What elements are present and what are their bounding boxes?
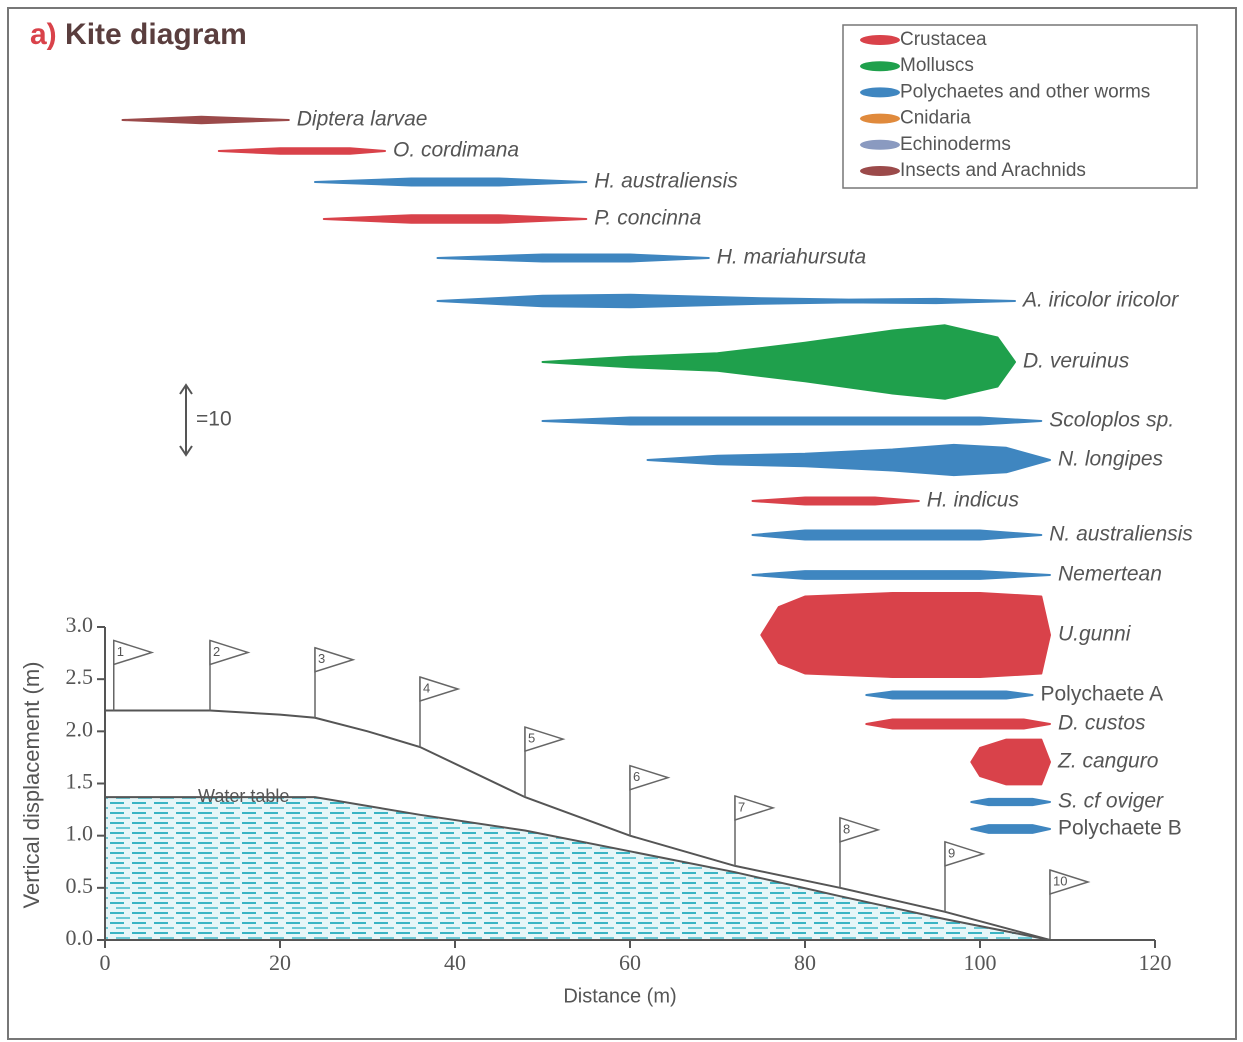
arrow-head	[179, 383, 193, 457]
kite	[751, 529, 1043, 541]
legend-label: Echinoderms	[900, 134, 1011, 155]
kite-label: Polychaete B	[1058, 817, 1182, 840]
water-table	[105, 796, 1051, 941]
y-tick-label: 0.5	[66, 873, 94, 898]
kite	[217, 147, 386, 155]
legend-swatch	[860, 35, 900, 45]
kite	[541, 324, 1016, 400]
station-label: 5	[528, 731, 535, 746]
station-label: 4	[423, 680, 430, 695]
kite-label: H. australiensis	[594, 170, 738, 193]
kite-label: Z. canguro	[1057, 750, 1159, 773]
kite	[970, 797, 1051, 807]
kite	[322, 214, 588, 224]
x-tick-label: 80	[794, 950, 816, 975]
kite	[121, 115, 290, 125]
legend-box	[842, 24, 1198, 189]
kite	[760, 592, 1051, 678]
y-tick-label: 0.0	[66, 925, 94, 950]
x-axis-label: Distance (m)	[563, 985, 676, 1007]
scale-label: =10	[196, 408, 232, 431]
chart-title: a) Kite diagram	[30, 18, 247, 51]
kite-label: Polychaete A	[1041, 683, 1164, 706]
kite	[970, 824, 1051, 834]
kite	[436, 293, 1016, 309]
kite	[751, 496, 920, 506]
legend-swatch	[860, 87, 900, 98]
kite-label: O. cordimana	[393, 139, 519, 162]
beach-surface	[105, 709, 1051, 941]
y-tick-label: 2.0	[66, 716, 94, 741]
x-tick-label: 0	[100, 950, 111, 975]
kite	[865, 690, 1034, 700]
station-flag	[209, 639, 251, 666]
y-axis-label: Vertical displacement (m)	[19, 662, 44, 909]
kite-label: S. cf oviger	[1058, 790, 1164, 813]
kite-label: U.gunni	[1058, 623, 1132, 646]
x-tick-label: 40	[444, 950, 466, 975]
legend-label: Polychaetes and other worms	[900, 81, 1150, 102]
y-tick-label: 3.0	[66, 612, 94, 637]
station-label: 1	[117, 644, 124, 659]
station-flag	[113, 639, 155, 666]
kite-label: D. veruinus	[1023, 350, 1130, 373]
legend-swatch	[860, 166, 900, 176]
station-label: 6	[633, 769, 640, 784]
legend-label: Crustacea	[900, 29, 987, 50]
station-label: 7	[738, 799, 745, 814]
kite	[865, 718, 1051, 730]
x-tick-label: 120	[1139, 950, 1172, 975]
legend-swatch	[860, 113, 900, 124]
kite-label: H. indicus	[927, 489, 1020, 512]
kite	[970, 738, 1051, 786]
kite-label: D. custos	[1058, 712, 1146, 735]
legend-label: Cnidaria	[900, 108, 971, 129]
station-flag	[524, 726, 566, 753]
station-flag	[314, 646, 356, 673]
kite-label: Nemertean	[1058, 563, 1162, 586]
kite	[541, 416, 1043, 426]
station-label: 8	[843, 821, 850, 836]
kite-label: N. longipes	[1058, 448, 1164, 471]
station-label: 9	[948, 845, 955, 860]
kite	[436, 253, 710, 263]
kite-label: A. iricolor iricolor	[1021, 289, 1179, 312]
station-label: 3	[318, 651, 325, 666]
station-flag	[1049, 868, 1091, 896]
legend-swatch	[860, 61, 900, 72]
legend-label: Insects and Arachnids	[900, 160, 1086, 181]
kite	[751, 570, 1051, 580]
kite-label: P. concinna	[594, 207, 701, 230]
station-label: 2	[213, 644, 220, 659]
x-tick-label: 60	[619, 950, 641, 975]
kite-label: N. australiensis	[1049, 523, 1193, 546]
legend-swatch	[860, 139, 900, 150]
x-tick-label: 20	[269, 950, 291, 975]
panel-label: a)	[30, 18, 57, 51]
kite	[314, 177, 588, 187]
kite	[646, 443, 1051, 477]
y-tick-label: 2.5	[66, 664, 94, 689]
kite-label: H. mariahursuta	[717, 246, 866, 269]
y-tick-label: 1.0	[66, 821, 94, 846]
station-flag	[419, 675, 461, 703]
y-tick-label: 1.5	[66, 769, 94, 794]
station-label: 10	[1053, 873, 1067, 888]
station-flag	[734, 794, 776, 821]
title: Kite diagram	[65, 18, 247, 51]
legend-label: Molluscs	[900, 55, 974, 76]
station-flag	[944, 840, 986, 867]
kite-label: Scoloplos sp.	[1049, 409, 1174, 432]
station-flag	[629, 764, 671, 791]
x-tick-label: 100	[964, 950, 997, 975]
station-flag	[839, 816, 881, 843]
kite-label: Diptera larvae	[297, 108, 428, 131]
water-fill	[105, 797, 1050, 940]
water-table-label: Water table	[198, 786, 289, 806]
frame	[7, 7, 1237, 1040]
